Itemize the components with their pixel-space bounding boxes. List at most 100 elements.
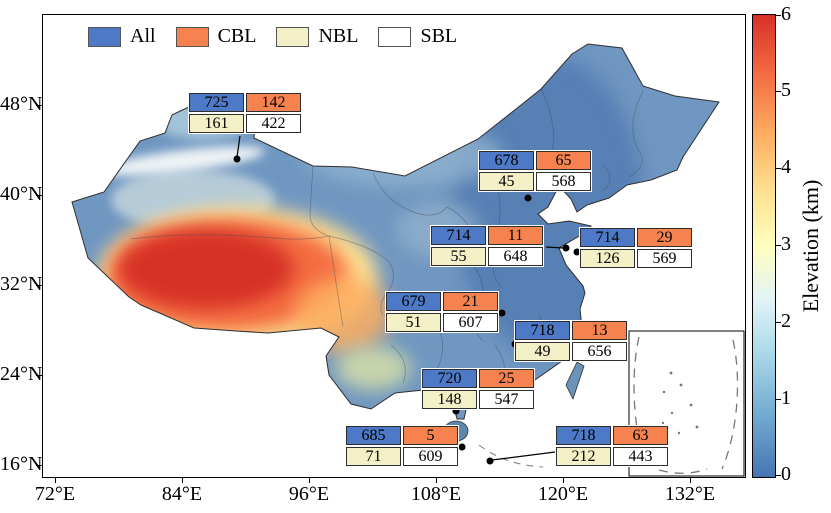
- station-value-nbl: 51: [386, 313, 441, 332]
- colorbar-tick-label: 4: [781, 156, 791, 178]
- legend-label-cbl: CBL: [217, 25, 257, 47]
- station-value-all: 714: [431, 226, 486, 245]
- station-value-sbl: 422: [246, 114, 301, 133]
- colorbar-tick-mark: [775, 168, 781, 169]
- station-value-cbl: 29: [637, 228, 692, 247]
- x-tick-mark: [55, 477, 56, 483]
- station-value-nbl: 212: [556, 447, 611, 466]
- y-tick-mark: [36, 465, 42, 466]
- y-tick-label: 48°N: [0, 93, 43, 115]
- station-value-all: 685: [346, 426, 401, 445]
- station-value-sbl: 568: [536, 172, 591, 191]
- x-tick-mark: [690, 477, 691, 483]
- china-elevation-basemap: [71, 43, 745, 477]
- colorbar-tick-mark: [775, 399, 781, 400]
- station-value-all: 725: [189, 93, 244, 112]
- station-box-south: 720 25 148 547: [421, 368, 535, 410]
- x-tick-label: 120°E: [537, 483, 589, 505]
- station-value-nbl: 71: [346, 447, 401, 466]
- legend-swatch-cbl: [175, 26, 209, 47]
- colorbar-tick-label: 3: [781, 233, 791, 255]
- station-value-all: 678: [479, 151, 534, 170]
- legend-swatch-all: [88, 26, 121, 47]
- station-box-central: 679 21 51 607: [385, 291, 499, 333]
- x-tick-mark: [182, 477, 183, 483]
- south-china-sea-dashes: [478, 444, 544, 468]
- colorbar-tick-label: 0: [781, 463, 791, 485]
- legend-label-nbl: NBL: [318, 25, 359, 47]
- legend-item-sbl: SBL: [378, 25, 457, 48]
- x-tick-mark: [563, 477, 564, 483]
- colorbar-tick-mark: [775, 15, 781, 16]
- station-value-sbl: 547: [479, 390, 534, 409]
- legend: All CBL NBL SBL: [88, 25, 477, 48]
- station-value-nbl: 55: [431, 247, 486, 266]
- legend-label-sbl: SBL: [420, 25, 458, 47]
- station-value-sbl: 648: [488, 247, 543, 266]
- legend-label-all: All: [130, 25, 156, 47]
- station-value-cbl: 21: [443, 292, 498, 311]
- station-value-sbl: 443: [613, 447, 668, 466]
- x-tick-label: 84°E: [161, 483, 203, 505]
- taiwan-island: [565, 361, 585, 401]
- colorbar-tick-mark: [775, 475, 781, 476]
- station-box-northwest: 725 142 161 422: [188, 92, 302, 134]
- station-value-nbl: 161: [189, 114, 244, 133]
- inset-islands: [661, 371, 699, 435]
- legend-item-nbl: NBL: [276, 25, 358, 48]
- x-tick-label: 132°E: [664, 483, 716, 505]
- colorbar-tick-label: 6: [781, 3, 791, 25]
- y-tick-mark: [36, 105, 42, 106]
- colorbar-tick-mark: [775, 245, 781, 246]
- station-value-cbl: 11: [488, 226, 543, 245]
- station-value-sbl: 607: [443, 313, 498, 332]
- station-box-south-china-sea: 718 63 212 443: [555, 425, 669, 467]
- y-tick-mark: [36, 285, 42, 286]
- station-value-all: 720: [422, 369, 477, 388]
- legend-item-cbl: CBL: [175, 25, 257, 48]
- colorbar-tick-label: 1: [781, 387, 791, 409]
- station-value-cbl: 25: [479, 369, 534, 388]
- station-value-cbl: 65: [536, 151, 591, 170]
- x-tick-label: 108°E: [410, 483, 462, 505]
- hengduan-shade: [295, 277, 391, 353]
- legend-item-all: All: [88, 25, 156, 48]
- y-tick-label: 40°N: [0, 183, 43, 205]
- station-value-cbl: 13: [572, 321, 627, 340]
- y-tick-label: 24°N: [0, 363, 43, 385]
- x-tick-label: 96°E: [288, 483, 330, 505]
- station-value-cbl: 5: [403, 426, 458, 445]
- map-plot-area: [42, 14, 746, 478]
- colorbar-axis-label: Elevation (km): [798, 179, 823, 313]
- tianshan-snow-shade: [101, 146, 265, 176]
- y-tick-label: 16°N: [0, 453, 43, 475]
- colorbar-tick-label: 5: [781, 79, 791, 101]
- plateau-core-shade: [118, 229, 294, 309]
- colorbar-tick-mark: [775, 91, 781, 92]
- station-box-hainan: 685 5 71 609: [345, 425, 459, 467]
- station-value-nbl: 148: [422, 390, 477, 409]
- station-value-all: 679: [386, 292, 441, 311]
- colorbar-tick-mark: [775, 322, 781, 323]
- x-tick-mark: [436, 477, 437, 483]
- station-value-cbl: 63: [613, 426, 668, 445]
- colorbar-tick-label: 2: [781, 310, 791, 332]
- station-value-nbl: 126: [580, 249, 635, 268]
- station-value-sbl: 656: [572, 342, 627, 361]
- station-box-central-north: 714 11 55 648: [430, 225, 544, 267]
- inner-mongolia-shade: [303, 123, 503, 187]
- yunnan-shade: [335, 346, 411, 390]
- station-box-east-coast: 714 29 126 569: [579, 227, 693, 269]
- x-tick-label: 72°E: [34, 483, 76, 505]
- station-value-all: 714: [580, 228, 635, 247]
- y-tick-label: 32°N: [0, 273, 43, 295]
- x-tick-mark: [309, 477, 310, 483]
- station-value-all: 718: [556, 426, 611, 445]
- y-tick-mark: [36, 375, 42, 376]
- station-box-north: 678 65 45 568: [478, 150, 592, 192]
- station-value-nbl: 49: [515, 342, 570, 361]
- station-value-sbl: 569: [637, 249, 692, 268]
- station-value-cbl: 142: [246, 93, 301, 112]
- station-value-all: 718: [515, 321, 570, 340]
- legend-swatch-sbl: [378, 26, 412, 47]
